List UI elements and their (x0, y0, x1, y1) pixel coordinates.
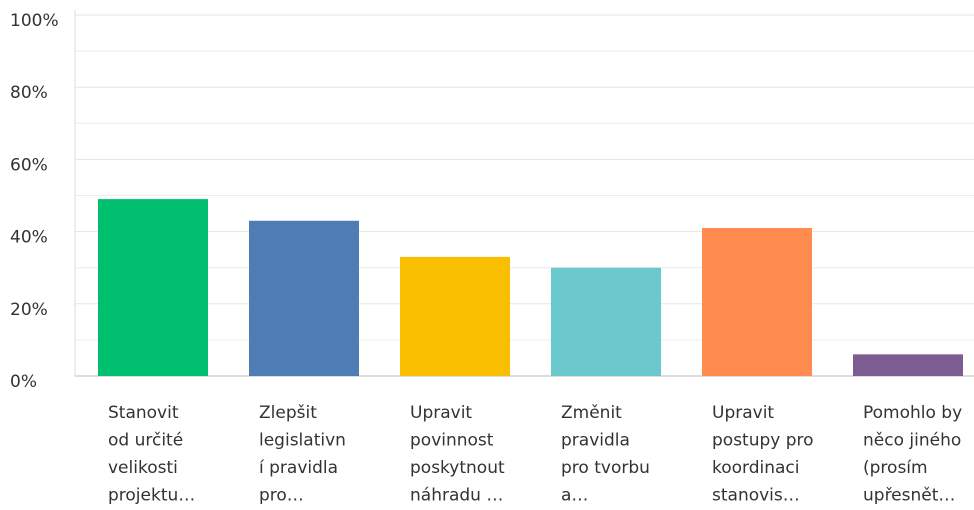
x-tick-label: Pomohlo by (863, 403, 962, 423)
bar (249, 220, 359, 376)
bar (853, 354, 963, 376)
x-tick-label: velikosti (108, 458, 178, 478)
y-tick-label: 100% (10, 11, 59, 31)
y-tick-label: 0% (10, 372, 37, 392)
x-tick-label: Upravit (410, 403, 472, 423)
x-tick-label: něco jiného (863, 431, 961, 451)
x-tick-label: upřesnět… (863, 486, 955, 506)
y-tick-label: 60% (10, 155, 48, 175)
x-tick-label: a… (561, 486, 588, 506)
x-tick-label: koordinaci (712, 458, 800, 478)
x-tick-label: Upravit (712, 403, 774, 423)
x-tick-label: legislativn (259, 431, 346, 451)
bar (702, 227, 812, 376)
bar (98, 199, 208, 376)
x-tick-label: postupy pro (712, 431, 814, 451)
x-tick-label: Změnit (561, 403, 622, 423)
x-tick-label: pro tvorbu (561, 458, 650, 478)
y-tick-label: 80% (10, 83, 48, 103)
x-tick-label: povinnost (410, 431, 494, 451)
x-tick-label: od určité (108, 431, 183, 451)
x-tick-label: pravidla (561, 431, 630, 451)
bar (551, 267, 661, 376)
x-tick-label: Zlepšit (259, 403, 317, 423)
x-tick-label: poskytnout (410, 458, 505, 478)
y-tick-label: 20% (10, 300, 48, 320)
x-tick-label: projektu… (108, 486, 195, 506)
x-tick-label: (prosím (863, 458, 928, 478)
x-tick-label: Stanovit (108, 403, 179, 423)
bar (400, 256, 510, 376)
x-tick-label: í pravidla (259, 458, 338, 478)
x-tick-label: pro… (259, 486, 304, 506)
x-tick-label: náhradu … (410, 486, 503, 506)
y-tick-label: 40% (10, 228, 48, 248)
x-tick-label: stanovis… (712, 486, 800, 506)
